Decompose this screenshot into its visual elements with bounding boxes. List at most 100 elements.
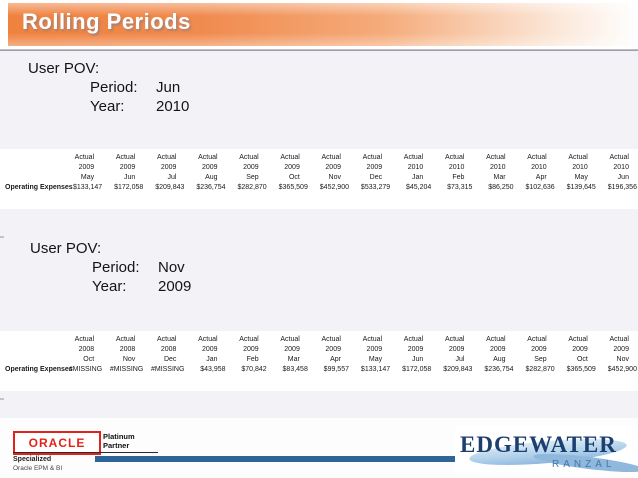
month-header: May (368, 356, 383, 363)
month-header: Dec (369, 174, 383, 181)
year-header: 2009 (201, 346, 218, 353)
grid-column: Actual 2010 Jan $45,204 (391, 153, 432, 193)
cell-value: $83,458 (282, 366, 308, 373)
year-label: Year: (90, 98, 125, 115)
year-header: 2009 (160, 164, 177, 171)
grid-column: Actual 2009 Sep $282,870 (227, 153, 268, 193)
cell-value: $533,279 (360, 184, 391, 191)
banner-divider-line (0, 49, 638, 51)
month-header: Nov (122, 356, 136, 363)
pov-period-row: Period: Jun (28, 78, 189, 97)
grid-column: Actual 2008 Dec #MISSING (144, 335, 185, 375)
data-grid-1: Operating Expenses Actual 2009 May $133,… (0, 153, 638, 193)
year-header: 2008 (78, 346, 95, 353)
year-value: 2009 (158, 278, 192, 295)
month-header: Apr (330, 356, 341, 363)
partner-tier-line2: Partner (103, 441, 130, 450)
pov-title: User POV: (30, 239, 191, 258)
grid-row-header: Operating Expenses (0, 335, 73, 375)
cell-value: $73,315 (447, 184, 473, 191)
month-header: Jan (206, 356, 218, 363)
scenario-header: Actual (362, 154, 383, 161)
year-label: Year: (92, 278, 127, 295)
user-pov-block-2: User POV: Period: Nov Year: 2009 (30, 239, 191, 296)
year-header: 2010 (489, 164, 506, 171)
year-header: 2009 (243, 164, 259, 171)
scenario-header: Actual (527, 336, 547, 343)
scenario-header: Actual (156, 336, 177, 343)
scenario-header: Actual (239, 336, 259, 343)
scenario-header: Actual (115, 336, 136, 343)
data-grid-2: Operating Expenses Actual 2008 Oct #MISS… (0, 335, 638, 375)
month-header: Oct (576, 356, 588, 363)
grid-column: Actual 2008 Oct #MISSING (62, 335, 103, 375)
scenario-header: Actual (198, 336, 218, 343)
grid-column: Actual 2009 Oct $365,509 (268, 153, 309, 193)
year-header: 2009 (284, 346, 300, 353)
grid-band-2 (0, 331, 638, 391)
month-header: Feb (246, 356, 259, 363)
grid-column: Actual 2009 Aug $236,754 (473, 335, 514, 375)
scenario-header: Actual (321, 154, 341, 161)
cell-value: $43,958 (200, 366, 226, 373)
year-header: 2009 (489, 346, 506, 353)
cell-value: $282,870 (525, 366, 555, 373)
scenario-header: Actual (321, 336, 341, 343)
edgewater-wordmark: EDGEWATER (460, 432, 617, 457)
badge-underline (13, 452, 158, 453)
scenario-header: Actual (280, 336, 300, 343)
specialized-label: Specialized (13, 456, 52, 463)
scenario-header: Actual (486, 336, 506, 343)
slide-body-background (0, 51, 638, 478)
pov-indent (30, 258, 92, 277)
cell-value: #MISSING (68, 366, 103, 373)
cell-value: $365,509 (278, 184, 308, 191)
month-header: Oct (288, 174, 300, 181)
year-header: 2010 (407, 164, 424, 171)
scenario-header: Actual (609, 336, 629, 343)
scenario-header: Actual (609, 154, 629, 161)
cell-value: #MISSING (109, 366, 144, 373)
grid-row-header: Operating Expenses (0, 153, 73, 193)
scenario-header: Actual (403, 336, 424, 343)
grid-column: Actual 2010 Mar $86,250 (473, 153, 514, 193)
cell-value: $99,557 (323, 366, 349, 373)
row-label-operating-expenses: Operating Expenses (5, 184, 73, 191)
month-header: Feb (452, 174, 465, 181)
period-value: Nov (158, 259, 185, 276)
scenario-header: Actual (568, 154, 588, 161)
grid-column: Actual 2009 Nov $452,900 (309, 153, 350, 193)
pov-title-text: User POV: (30, 240, 102, 257)
month-header: Jan (411, 174, 424, 181)
month-header: May (574, 174, 588, 181)
year-header: 2010 (531, 164, 547, 171)
cell-value: $139,645 (566, 184, 596, 191)
cell-value: $452,900 (319, 184, 349, 191)
month-header: Aug (205, 174, 218, 181)
footer-bar (95, 456, 460, 462)
year-header: 2009 (325, 164, 341, 171)
pov-period-row: Period: Nov (30, 258, 191, 277)
partner-tier-line1: Platinum (103, 432, 135, 441)
year-header: 2009 (284, 164, 300, 171)
grid-column: Actual 2009 Nov $452,900 (597, 335, 638, 375)
period-label: Period: (92, 259, 140, 276)
scenario-header: Actual (362, 336, 383, 343)
cell-value: $86,250 (488, 184, 514, 191)
cell-value: #MISSING (150, 366, 185, 373)
grid-column: Actual 2009 May $133,147 (350, 335, 391, 375)
slide-title: Rolling Periods (22, 9, 191, 34)
cell-value: $209,843 (155, 184, 185, 191)
scenario-header: Actual (74, 336, 95, 343)
month-header: Aug (493, 356, 506, 363)
month-header: Mar (493, 174, 506, 181)
cell-value: $282,870 (237, 184, 267, 191)
pov-indent (28, 97, 90, 116)
year-header: 2009 (243, 346, 259, 353)
oracle-logo: ORACLE (13, 431, 101, 455)
grid-column: Actual 2010 Jun $196,356 (597, 153, 638, 193)
specialty-label: Oracle EPM & BI (13, 465, 63, 472)
year-header: 2010 (448, 164, 465, 171)
year-header: 2008 (160, 346, 177, 353)
